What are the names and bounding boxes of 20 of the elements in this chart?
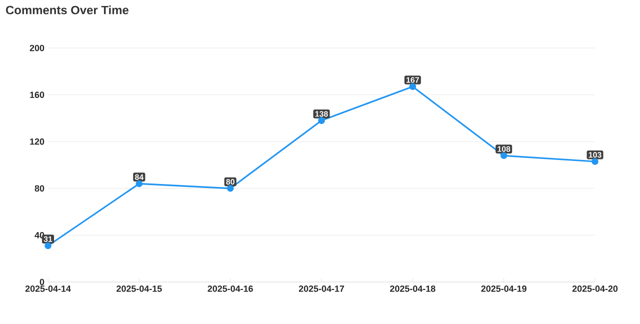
x-tick-label: 2025-04-19 bbox=[481, 286, 526, 292]
point bbox=[409, 83, 416, 90]
point bbox=[44, 242, 52, 250]
chart-title: Comments Over Time bbox=[6, 6, 128, 14]
y-tick-label: 120 bbox=[30, 138, 44, 145]
x-tick-label: 2025-04-17 bbox=[298, 286, 344, 292]
x-tick-label: 2025-04-18 bbox=[390, 286, 436, 292]
y-tick-label: 200 bbox=[30, 44, 44, 52]
point bbox=[500, 152, 508, 160]
y-tick-label: 0 bbox=[40, 278, 44, 286]
x-tick-label: 2025-04-16 bbox=[208, 286, 253, 292]
x-tick-label: 2025-04-15 bbox=[116, 286, 162, 292]
y-tick-label: 160 bbox=[30, 92, 44, 98]
point bbox=[226, 185, 234, 192]
point bbox=[592, 158, 598, 165]
x-tick-label: 2025-04-14 bbox=[25, 286, 71, 292]
point bbox=[318, 117, 325, 124]
point bbox=[136, 180, 143, 188]
x-tick-label: 2025-04-20 bbox=[572, 286, 618, 292]
y-tick-label: 80 bbox=[34, 185, 44, 192]
